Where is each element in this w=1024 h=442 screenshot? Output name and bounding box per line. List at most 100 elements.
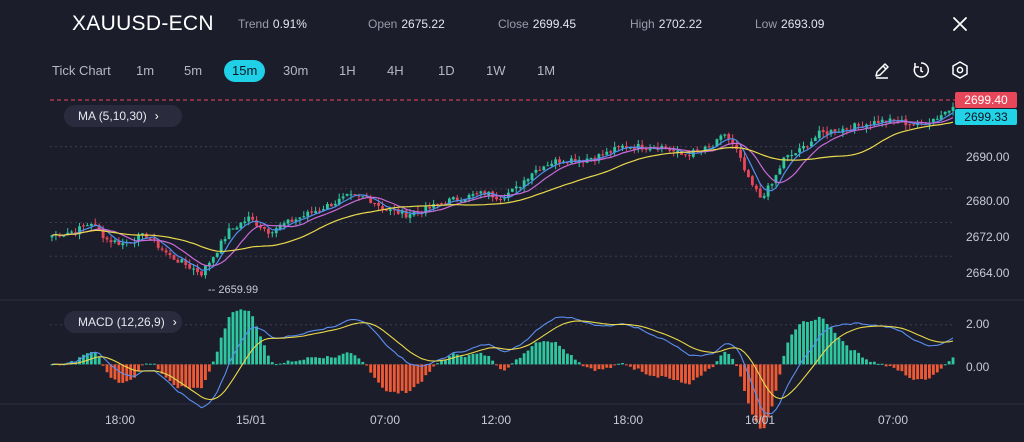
tf-tick-chart[interactable]: Tick Chart <box>52 63 111 78</box>
candle-down <box>747 170 750 178</box>
timer-icon[interactable] <box>911 60 931 80</box>
chevron-right-icon: › <box>154 109 159 123</box>
candle-up <box>211 257 215 263</box>
macd-hist-neg <box>597 364 601 370</box>
candle-up <box>715 139 719 147</box>
candle-down <box>428 206 432 209</box>
candle-up <box>522 180 526 188</box>
macd-hist-neg <box>609 364 613 368</box>
macd-hist-pos <box>566 353 569 365</box>
macd-hist-pos <box>357 358 361 365</box>
tf-1mo[interactable]: 1M <box>537 63 556 78</box>
candle-up <box>534 169 538 173</box>
timeframe-bar: Tick Chart 1m 5m 15m 30m 1H 4H 1D 1W 1M <box>0 56 1024 86</box>
macd-hist-neg <box>408 364 412 392</box>
candle-up <box>605 151 609 155</box>
macd-hist-neg <box>920 364 923 379</box>
chevron-right-icon: › <box>172 315 177 329</box>
ma30-line <box>51 121 954 252</box>
macd-hist-pos <box>857 352 861 365</box>
tf-30m[interactable]: 30m <box>283 63 309 78</box>
candle-down <box>625 146 628 149</box>
candle-down <box>739 149 742 158</box>
candle-up <box>943 111 947 115</box>
candle-up <box>294 219 298 222</box>
tf-15m[interactable]: 15m <box>224 60 266 82</box>
macd-hist-pos <box>467 355 471 365</box>
settings-icon[interactable] <box>950 60 970 80</box>
candle-down <box>93 223 97 225</box>
tf-5m[interactable]: 5m <box>184 63 203 78</box>
draw-icon[interactable] <box>872 60 892 80</box>
macd-hist-pos <box>479 352 483 365</box>
macd-hist-neg <box>168 364 172 381</box>
candle-down <box>566 162 569 164</box>
candle-down <box>74 232 77 234</box>
candle-up <box>207 262 211 266</box>
macd-hist-pos <box>880 363 884 365</box>
macd-hist-neg <box>369 364 373 373</box>
close-icon[interactable] <box>948 12 972 36</box>
tf-1h[interactable]: 1H <box>339 63 356 78</box>
macd-hist-pos <box>152 363 156 365</box>
macd-hist-pos <box>562 349 565 365</box>
macd-hist-pos <box>530 346 534 365</box>
macd-hist-neg <box>495 364 499 366</box>
macd-hist-neg <box>770 364 774 407</box>
candle-up <box>302 216 306 218</box>
ma-indicator-pill[interactable]: MA (5,10,30) › <box>64 105 182 127</box>
tf-4h[interactable]: 4H <box>387 63 404 78</box>
macd-hist-pos <box>577 362 581 365</box>
macd-line <box>51 316 954 415</box>
candle-down <box>743 157 746 171</box>
candle-down <box>857 124 861 126</box>
macd-hist-pos <box>865 359 868 365</box>
macd-hist-pos <box>534 342 538 365</box>
macd-hist-pos <box>868 361 872 365</box>
candle-down <box>160 248 164 250</box>
candle-down <box>558 159 561 163</box>
candle-up <box>526 179 530 182</box>
macd-indicator-pill[interactable]: MACD (12,26,9) › <box>64 311 182 333</box>
candle-down <box>731 139 735 144</box>
candle-up <box>424 206 428 214</box>
ma-price-tag: 2699.33 <box>955 109 1017 125</box>
macd-hist-pos <box>817 316 821 365</box>
stat-close: Close 2699.45 <box>498 17 577 31</box>
macd-hist-pos <box>444 359 447 365</box>
macd-hist-neg <box>589 364 593 369</box>
macd-hist-neg <box>424 364 428 376</box>
candle-down <box>152 238 156 240</box>
candle-up <box>227 228 231 239</box>
candle-up <box>467 194 471 200</box>
ma10-line <box>51 117 954 267</box>
time-axis-label: 18:00 <box>612 413 644 427</box>
candle-down <box>491 191 495 198</box>
macd-hist-neg <box>625 364 628 366</box>
candle-up <box>813 137 817 142</box>
tf-1m[interactable]: 1m <box>136 63 155 78</box>
macd-hist-neg <box>762 364 766 429</box>
macd-hist-neg <box>581 364 585 367</box>
candle-down <box>255 220 258 226</box>
candle-up <box>648 148 652 151</box>
macd-hist-neg <box>392 364 396 392</box>
macd-hist-neg <box>192 364 196 388</box>
stat-low: Low 2693.09 <box>755 17 825 31</box>
tf-1d[interactable]: 1D <box>438 63 455 78</box>
macd-hist-neg <box>896 364 900 371</box>
tf-1w[interactable]: 1W <box>486 63 506 78</box>
candle-up <box>770 184 774 186</box>
macd-hist-neg <box>172 364 176 386</box>
candle-down <box>821 129 825 133</box>
macd-hist-pos <box>617 363 620 365</box>
macd-hist-pos <box>475 353 479 365</box>
macd-hist-neg <box>758 364 762 429</box>
macd-hist-neg <box>707 364 711 369</box>
macd-hist-pos <box>278 363 282 365</box>
candle-up <box>778 168 782 175</box>
macd-hist-pos <box>794 329 798 365</box>
macd-hist-pos <box>298 360 302 365</box>
macd-hist-neg <box>377 364 380 383</box>
